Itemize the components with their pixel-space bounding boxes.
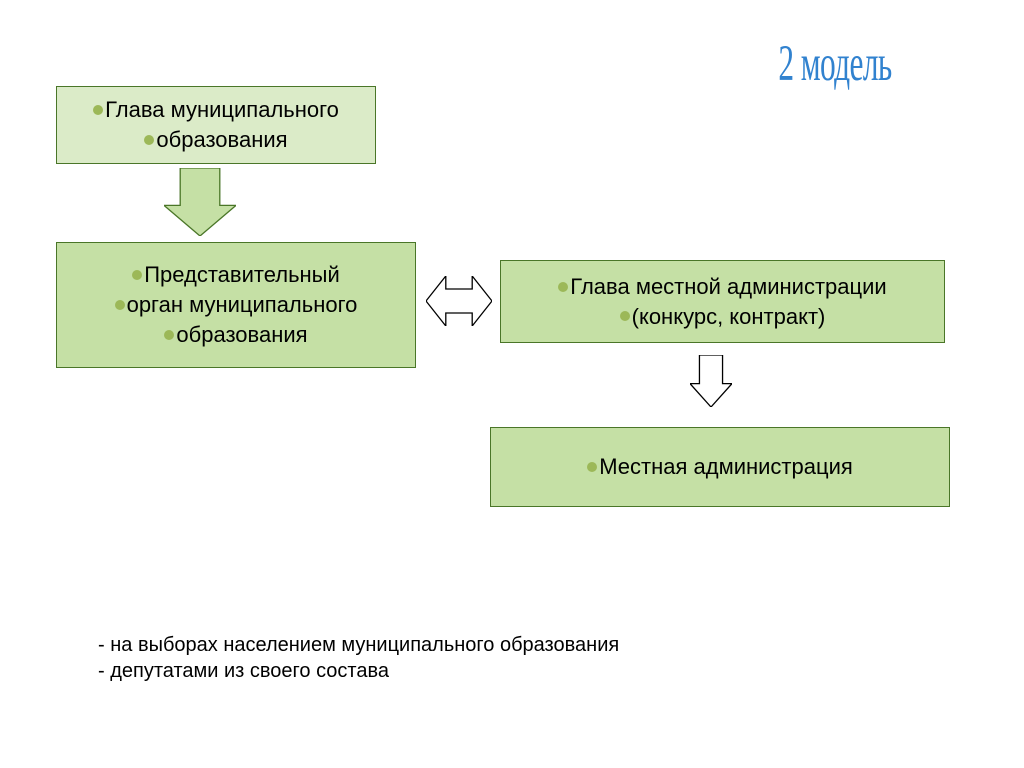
bullet-icon xyxy=(620,311,630,321)
bullet-icon xyxy=(558,282,568,292)
bullet-icon xyxy=(164,330,174,340)
node-text: Глава местной администрации xyxy=(570,272,886,302)
bullet-icon xyxy=(115,300,125,310)
node-text: орган муниципального xyxy=(127,290,358,320)
bullet-icon xyxy=(144,135,154,145)
node-adm: Местная администрация xyxy=(490,427,950,507)
node-rep-line: Представительный xyxy=(132,260,340,290)
diagram-title: 2 модель xyxy=(720,34,949,92)
bullet-icon xyxy=(132,270,142,280)
node-rep-line: орган муниципального xyxy=(115,290,358,320)
node-text: Местная администрация xyxy=(599,452,853,482)
node-rep: Представительныйорган муниципальногообра… xyxy=(56,242,416,368)
node-text: Представительный xyxy=(144,260,340,290)
node-admhead: Глава местной администрации(конкурс, кон… xyxy=(500,260,945,343)
footer-text: на выборах населением муниципального обр… xyxy=(110,634,619,656)
footer-text: депутатами из своего состава xyxy=(110,660,389,682)
footer-notes: - на выборах населением муниципального о… xyxy=(98,632,619,684)
node-admhead-line: Глава местной администрации xyxy=(558,272,886,302)
dash-icon: - xyxy=(98,660,110,682)
node-head-line: образования xyxy=(144,125,287,155)
footer-line: - на выборах населением муниципального о… xyxy=(98,632,619,658)
node-rep-line: образования xyxy=(164,320,307,350)
node-adm-line: Местная администрация xyxy=(587,452,853,482)
node-text: образования xyxy=(176,320,307,350)
arrow-a3 xyxy=(690,355,732,407)
node-head: Глава муниципальногообразования xyxy=(56,86,376,164)
dash-icon: - xyxy=(98,634,110,656)
arrow-a2 xyxy=(426,276,492,326)
node-admhead-line: (конкурс, контракт) xyxy=(620,302,826,332)
bullet-icon xyxy=(587,462,597,472)
bullet-icon xyxy=(93,105,103,115)
footer-line: - депутатами из своего состава xyxy=(98,658,619,684)
node-head-line: Глава муниципального xyxy=(93,95,339,125)
diagram-canvas: 2 модель Глава муниципальногообразования… xyxy=(0,0,1024,768)
node-text: Глава муниципального xyxy=(105,95,339,125)
arrow-a1 xyxy=(164,168,236,236)
node-text: образования xyxy=(156,125,287,155)
node-text: (конкурс, контракт) xyxy=(632,302,826,332)
